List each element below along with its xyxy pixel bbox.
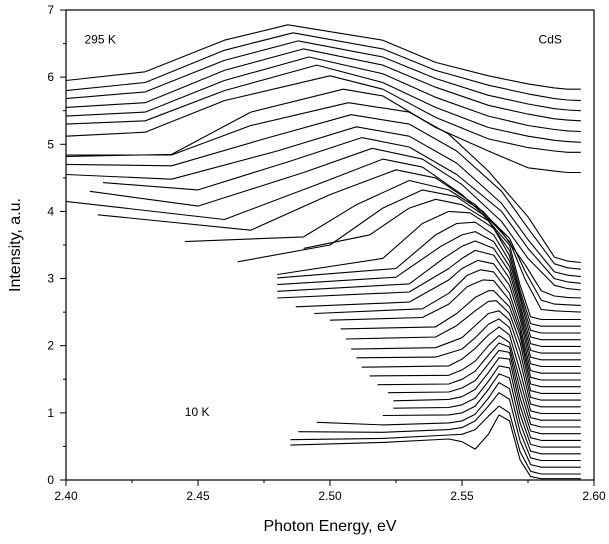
annotation-3: 10 K	[185, 405, 210, 419]
spectrum-line-21	[277, 231, 581, 347]
y-tick-label: 1	[47, 406, 54, 420]
spectrum-line-29	[89, 147, 581, 291]
x-tick-label: 2.45	[186, 489, 210, 503]
spectrum-line-17	[314, 269, 581, 374]
spectrum-line-33	[66, 102, 581, 264]
spectrum-line-34	[65, 88, 581, 174]
x-axis: 2.40 2.45 2.50 2.55 2.60	[54, 480, 606, 503]
y-axis: 0 1 2 3 4 5 6 7	[47, 3, 66, 487]
spectrum-line-38	[65, 48, 581, 122]
x-axis-title: Photon Energy, eV	[263, 518, 396, 535]
spectrum-line-26	[184, 179, 581, 313]
x-tick-label: 2.50	[318, 489, 342, 503]
spectrum-line-35	[65, 75, 581, 153]
spectrum-line-19	[277, 249, 581, 361]
spectrum-line-3	[298, 392, 581, 468]
y-tick-label: 3	[47, 272, 54, 286]
spectrum-line-28	[65, 158, 581, 299]
spectrum-line-8	[388, 349, 581, 435]
spectrum-line-9	[377, 342, 581, 428]
y-tick-label: 5	[47, 137, 54, 151]
annotation-1: 295 K	[84, 33, 115, 47]
spectrum-line-11	[361, 326, 581, 415]
spectrum-line-30	[102, 137, 581, 284]
annotations: 295 K CdS 10 K	[84, 33, 561, 420]
x-tick-label: 2.55	[450, 489, 474, 503]
spectrum-line-25	[237, 189, 581, 321]
x-tick-label: 2.60	[582, 489, 606, 503]
spectrum-line-24	[303, 198, 581, 327]
y-tick-label: 6	[47, 70, 54, 84]
spectrum-line-31	[65, 126, 581, 278]
spectrum-line-18	[295, 259, 581, 368]
y-tick-label: 4	[47, 204, 54, 218]
spectrum-line-32	[65, 114, 581, 270]
spectrum-line-40	[65, 32, 581, 102]
spectrum-line-22	[277, 221, 581, 341]
spectrum-line-39	[65, 40, 581, 112]
spectrum-line-1	[290, 414, 581, 480]
spectrum-line-13	[351, 310, 581, 401]
y-tick-label: 2	[47, 339, 54, 353]
spectra-curves	[65, 24, 581, 480]
spectrum-line-37	[65, 56, 581, 133]
spectrum-line-12	[356, 318, 581, 408]
y-tick-label: 0	[47, 473, 54, 487]
spectrum-line-23	[277, 210, 581, 334]
spectrum-line-16	[329, 279, 581, 381]
spectrum-line-14	[345, 300, 581, 394]
spectrum-line-4	[316, 382, 581, 462]
spectrum-line-10	[369, 335, 581, 421]
spectrum-line-2	[290, 405, 581, 475]
spectrum-line-7	[393, 357, 581, 441]
spectrum-line-6	[393, 365, 581, 448]
spectrum-line-27	[97, 169, 581, 306]
y-tick-label: 7	[47, 3, 54, 17]
x-tick-label: 2.40	[54, 489, 78, 503]
annotation-2: CdS	[539, 33, 562, 47]
spectrum-line-15	[340, 290, 581, 388]
spectrum-line-41	[65, 24, 581, 90]
spectrum-line-20	[277, 240, 581, 354]
y-axis-title: Intensity, a.u.	[7, 198, 24, 292]
spectrum-line-36	[65, 64, 581, 143]
spectrum-line-5	[382, 373, 581, 455]
